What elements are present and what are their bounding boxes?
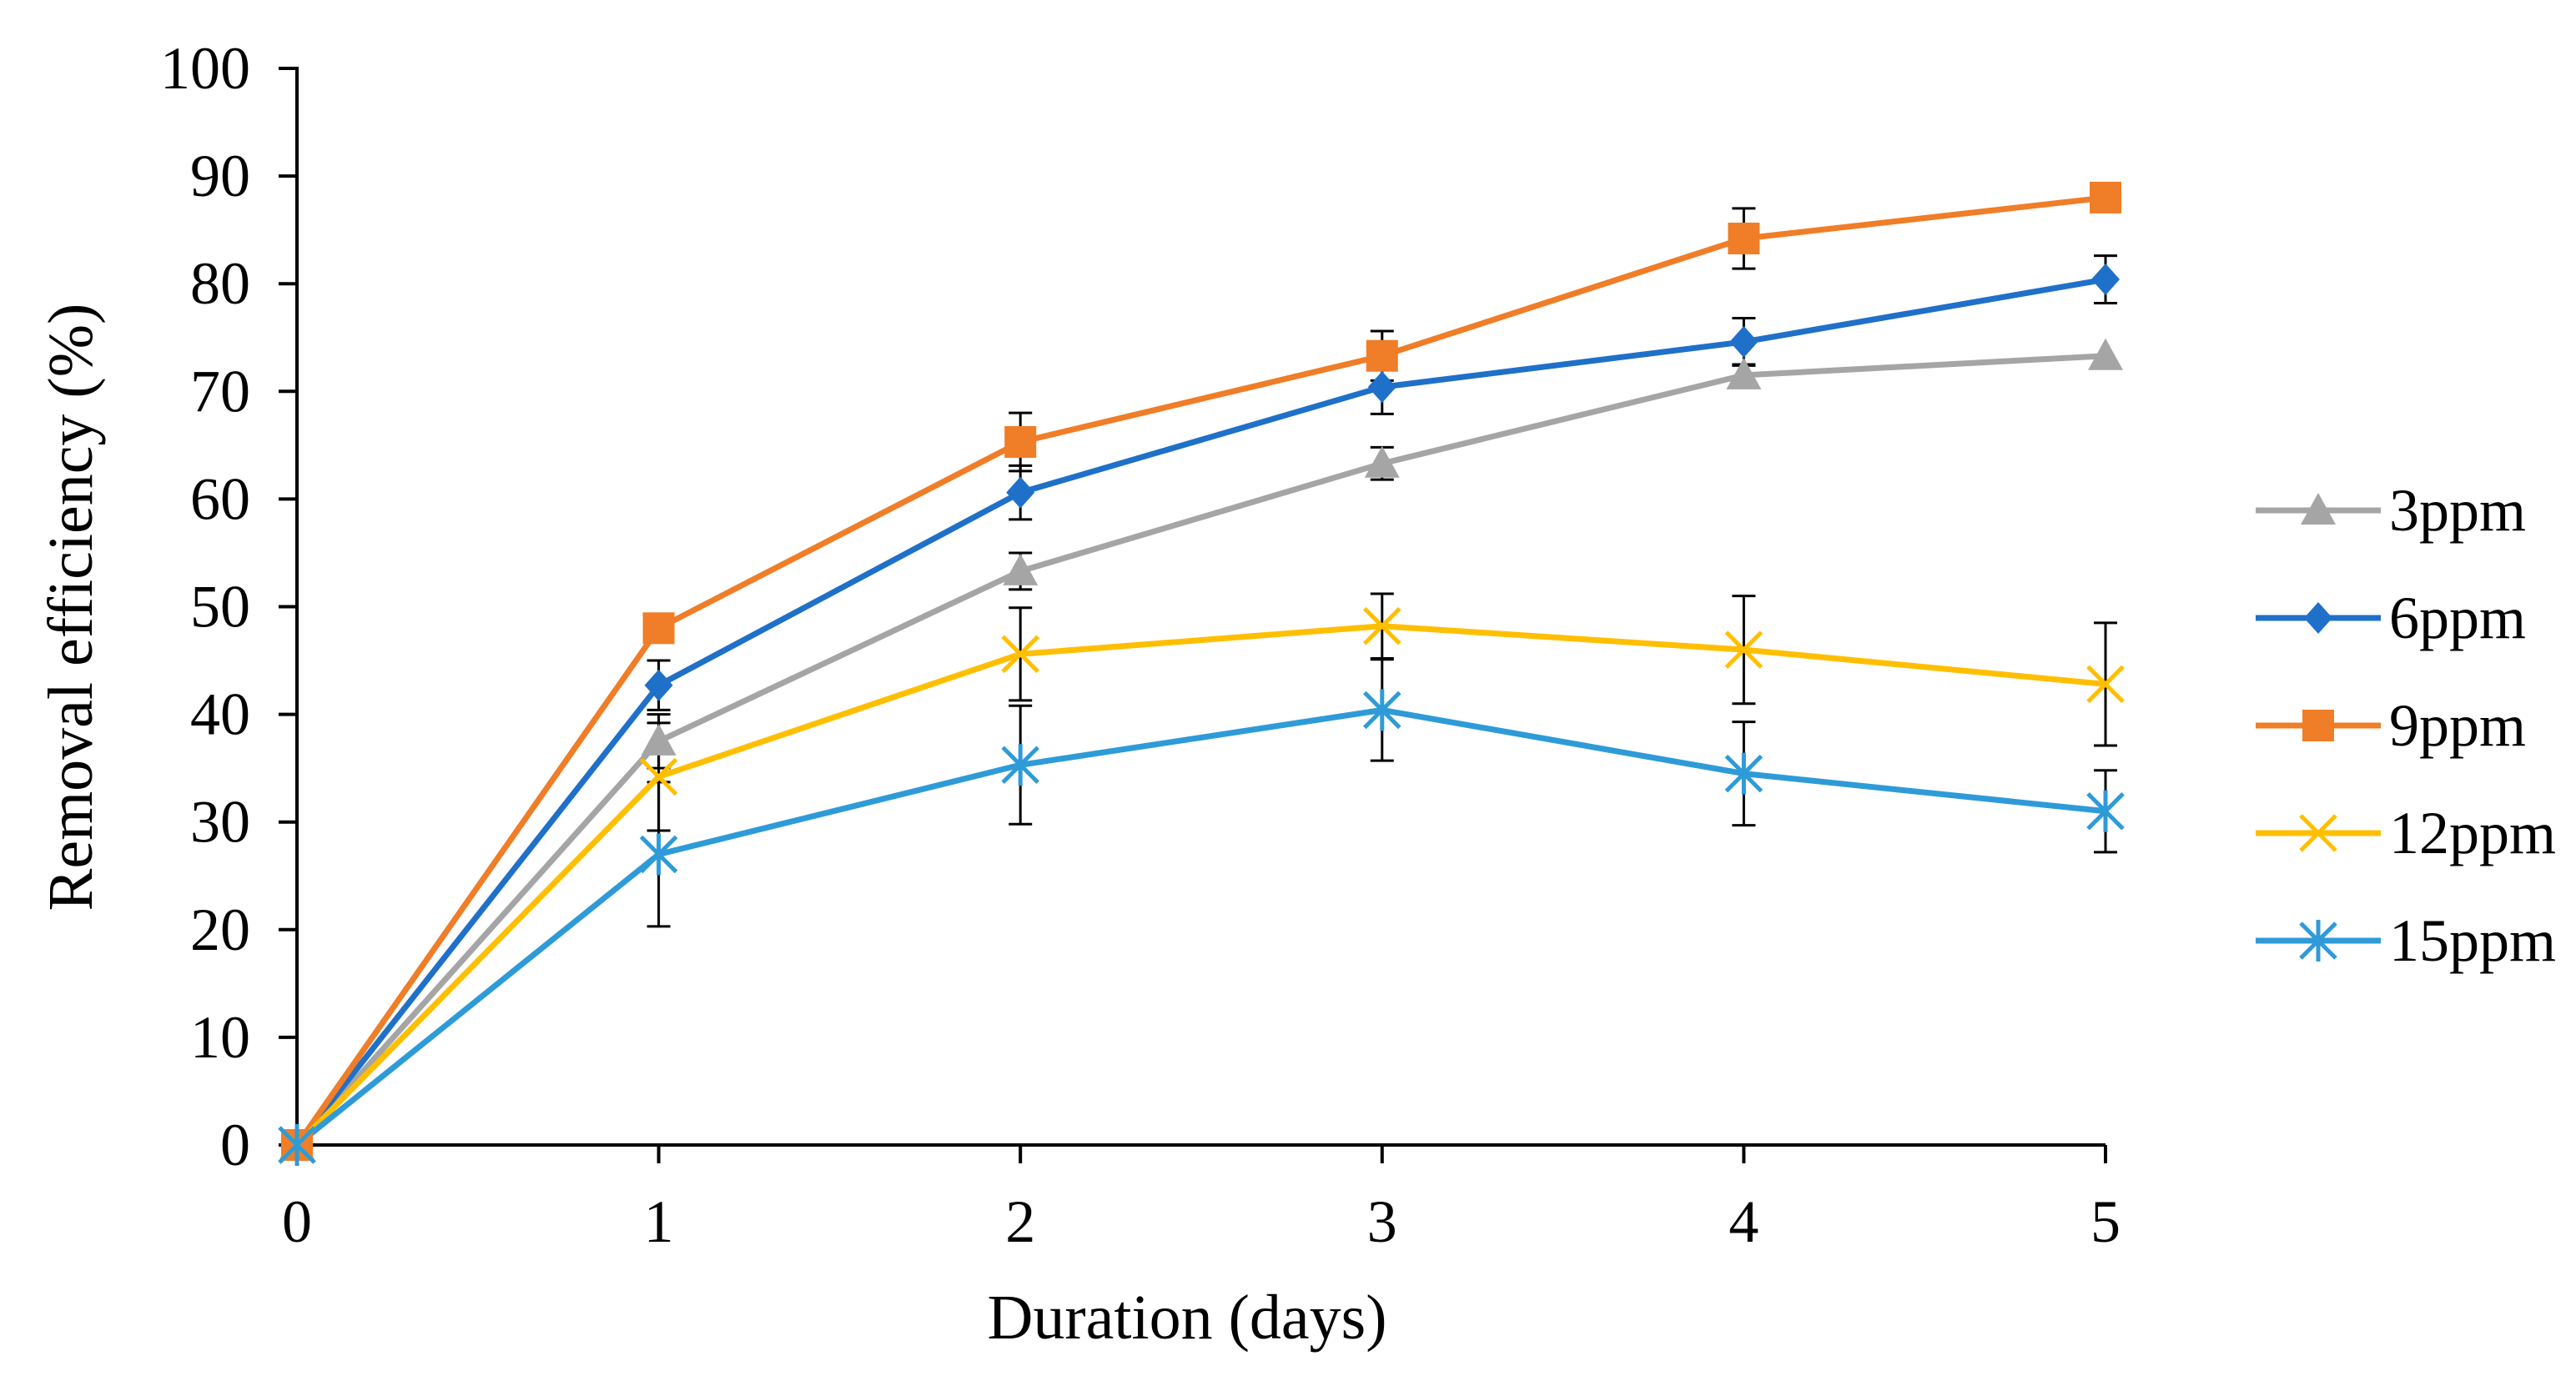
y-tick-label: 60 [190, 465, 250, 532]
series-line-15ppm [294, 706, 2109, 1148]
x-tick-label: 4 [1728, 1188, 1758, 1255]
data-point-3ppm [1003, 553, 1039, 585]
data-point-3ppm [641, 723, 677, 756]
legend: 3ppm 6ppm 9ppm 12ppm 15ppm [2256, 477, 2556, 974]
series-line-6ppm [294, 276, 2109, 1148]
data-point-9ppm [2090, 181, 2121, 213]
y-tick-label: 80 [190, 250, 250, 317]
legend-label: 15ppm [2389, 907, 2556, 974]
series-line-9ppm [294, 194, 2109, 1148]
data-point-15ppm [1363, 689, 1401, 731]
y-tick-label: 100 [160, 35, 250, 102]
y-tick-label: 50 [190, 574, 250, 640]
legend-marker [2301, 493, 2336, 525]
y-axis-title: Removal efficiency (%) [36, 304, 106, 911]
y-tick-label: 70 [190, 358, 250, 424]
data-point-12ppm [2086, 665, 2125, 704]
series-line-12ppm [294, 623, 2109, 1148]
data-point-15ppm [1001, 744, 1039, 786]
legend-item-12ppm: 12ppm [2256, 800, 2556, 866]
y-tick-label: 40 [190, 681, 250, 748]
x-tick-label: 3 [1367, 1188, 1397, 1255]
data-point-15ppm [1724, 752, 1763, 795]
data-point-3ppm [2088, 338, 2123, 370]
legend-label: 12ppm [2389, 800, 2556, 866]
data-point-3ppm [1726, 357, 1762, 389]
data-point-12ppm [1001, 635, 1039, 674]
y-tick-label: 0 [220, 1112, 250, 1178]
data-point-15ppm [278, 1124, 316, 1166]
legend-item-9ppm: 9ppm [2256, 692, 2526, 759]
x-tick-label: 5 [2090, 1188, 2121, 1255]
data-point-12ppm [639, 757, 678, 796]
legend-marker [2302, 710, 2334, 741]
data-point-6ppm [644, 669, 673, 701]
tick-labels: 0 10 20 30 40 50 60 70 80 90 100 0 1 2 3 4 5 [160, 35, 2121, 1255]
y-tick-label: 90 [190, 143, 250, 209]
data-point-9ppm [1366, 339, 1398, 372]
series-lines [294, 194, 2109, 1148]
data-point-9ppm [1004, 425, 1037, 458]
data-point-9ppm [1728, 222, 1760, 254]
series-markers [278, 181, 2125, 1166]
data-point-12ppm [1363, 606, 1401, 645]
legend-item-3ppm: 3ppm [2256, 477, 2526, 544]
x-tick-label: 2 [1005, 1188, 1035, 1255]
legend-item-15ppm: 15ppm [2256, 907, 2556, 974]
data-point-6ppm [1006, 476, 1035, 509]
legend-label: 6ppm [2389, 585, 2526, 651]
legend-item-6ppm: 6ppm [2256, 585, 2526, 651]
data-point-12ppm [1724, 630, 1763, 669]
x-axis-title: Duration (days) [987, 1283, 1386, 1353]
legend-marker [2299, 814, 2337, 852]
legend-label: 9ppm [2389, 692, 2526, 759]
data-point-15ppm [639, 833, 678, 876]
data-point-3ppm [1364, 445, 1400, 478]
x-tick-label: 1 [644, 1188, 674, 1255]
data-point-6ppm [1367, 371, 1396, 404]
y-tick-label: 20 [190, 896, 250, 963]
y-tick-label: 10 [190, 1004, 250, 1071]
data-point-6ppm [1729, 325, 1758, 358]
x-tick-label: 0 [282, 1188, 312, 1255]
legend-marker [2304, 602, 2332, 634]
legend-label: 3ppm [2389, 477, 2526, 544]
y-tick-label: 30 [190, 789, 250, 856]
series-line-3ppm [294, 353, 2109, 1148]
legend-marker [2299, 920, 2337, 962]
data-point-9ppm [642, 612, 675, 645]
data-point-6ppm [2091, 264, 2120, 296]
data-point-15ppm [2086, 790, 2125, 832]
